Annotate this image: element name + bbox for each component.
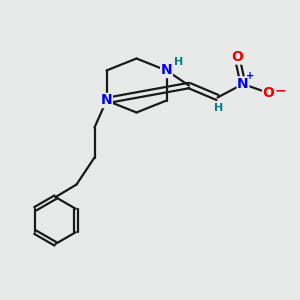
Text: H: H xyxy=(214,103,224,113)
Text: H: H xyxy=(175,57,184,67)
Text: −: − xyxy=(274,83,286,97)
Text: N: N xyxy=(237,77,249,91)
Text: O: O xyxy=(231,50,243,64)
Text: N: N xyxy=(101,94,112,107)
Text: N: N xyxy=(161,64,172,77)
Text: +: + xyxy=(246,70,255,81)
Text: O: O xyxy=(262,86,274,100)
